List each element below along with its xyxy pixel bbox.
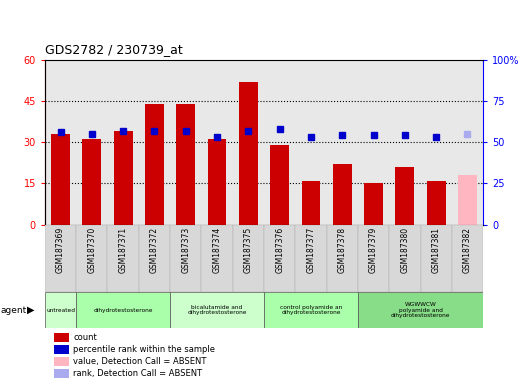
Text: GSM187374: GSM187374	[213, 227, 222, 273]
Text: GSM187376: GSM187376	[275, 227, 284, 273]
Text: ▶: ▶	[27, 305, 35, 315]
Bar	[395, 167, 414, 225]
Bar	[208, 139, 227, 225]
Text: GSM187378: GSM187378	[338, 227, 347, 273]
Text: dihydrotestosterone: dihydrotestosterone	[93, 308, 153, 313]
Bar	[45, 225, 76, 292]
Bar	[82, 139, 101, 225]
Bar	[54, 369, 69, 378]
Text: GSM187373: GSM187373	[181, 227, 190, 273]
Bar	[452, 225, 483, 292]
Text: GSM187382: GSM187382	[463, 227, 472, 273]
Text: GSM187380: GSM187380	[400, 227, 409, 273]
Bar	[54, 333, 69, 342]
Bar	[114, 131, 133, 225]
Bar	[139, 225, 170, 292]
Text: count: count	[73, 333, 97, 342]
Text: value, Detection Call = ABSENT: value, Detection Call = ABSENT	[73, 357, 207, 366]
Bar	[427, 180, 446, 225]
Bar	[364, 184, 383, 225]
Text: GSM187372: GSM187372	[150, 227, 159, 273]
Bar	[420, 225, 452, 292]
Bar	[301, 180, 320, 225]
Text: bicalutamide and
dihydrotestosterone: bicalutamide and dihydrotestosterone	[187, 305, 247, 316]
Bar	[458, 175, 477, 225]
Bar	[176, 104, 195, 225]
Bar	[239, 81, 258, 225]
Bar	[264, 292, 358, 328]
Bar	[358, 292, 483, 328]
Text: GDS2782 / 230739_at: GDS2782 / 230739_at	[45, 43, 183, 56]
Bar	[201, 225, 233, 292]
Bar	[54, 357, 69, 366]
Text: GSM187379: GSM187379	[369, 227, 378, 273]
Text: rank, Detection Call = ABSENT: rank, Detection Call = ABSENT	[73, 369, 203, 378]
Text: control polyamide an
dihydrotestosterone: control polyamide an dihydrotestosterone	[280, 305, 342, 316]
Text: GSM187381: GSM187381	[432, 227, 441, 273]
Bar	[54, 345, 69, 354]
Bar	[389, 225, 420, 292]
Text: WGWWCW
polyamide and
dihydrotestosterone: WGWWCW polyamide and dihydrotestosterone	[391, 302, 450, 318]
Text: agent: agent	[1, 306, 27, 314]
Bar	[333, 164, 352, 225]
Text: GSM187369: GSM187369	[56, 227, 65, 273]
Bar	[108, 225, 139, 292]
Bar	[170, 292, 264, 328]
Bar	[145, 104, 164, 225]
Bar	[233, 225, 264, 292]
Text: GSM187371: GSM187371	[119, 227, 128, 273]
Text: GSM187370: GSM187370	[87, 227, 96, 273]
Bar	[51, 134, 70, 225]
Text: percentile rank within the sample: percentile rank within the sample	[73, 345, 215, 354]
Text: GSM187375: GSM187375	[244, 227, 253, 273]
Bar	[264, 225, 295, 292]
Bar	[170, 225, 201, 292]
Bar	[76, 225, 108, 292]
Bar	[270, 145, 289, 225]
Bar	[327, 225, 358, 292]
Bar	[45, 292, 76, 328]
Text: untreated: untreated	[46, 308, 75, 313]
Bar	[295, 225, 327, 292]
Bar	[76, 292, 170, 328]
Text: GSM187377: GSM187377	[306, 227, 315, 273]
Bar	[358, 225, 389, 292]
